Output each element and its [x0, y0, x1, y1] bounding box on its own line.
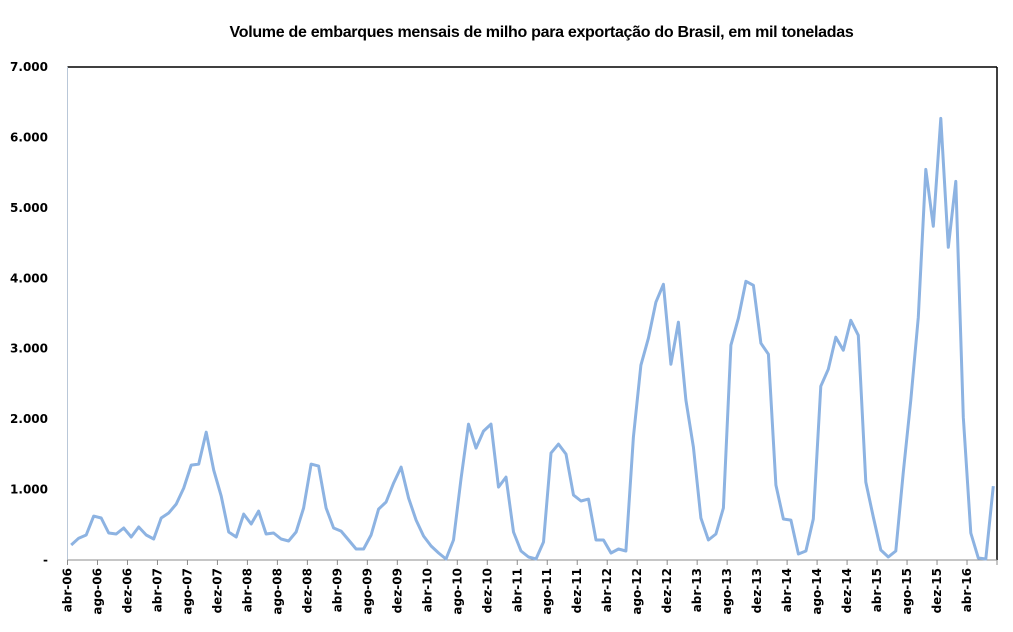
x-tick-label: ago-13 — [720, 568, 734, 615]
y-tick-label: 2.000 — [10, 412, 48, 426]
x-tick-label: ago-12 — [630, 568, 644, 615]
x-tick-label: dez-13 — [750, 568, 764, 613]
x-tick-label: abr-16 — [960, 568, 974, 612]
x-tick-label: abr-12 — [600, 568, 614, 612]
x-tick-label: dez-12 — [660, 568, 674, 613]
x-tick-label: dez-11 — [570, 568, 584, 613]
x-tick-label: ago-10 — [450, 568, 464, 615]
x-tick-label: dez-09 — [390, 568, 404, 613]
x-tick-label: ago-09 — [360, 568, 374, 615]
y-tick-label: 1.000 — [10, 483, 48, 497]
x-tick-label: abr-10 — [420, 568, 434, 612]
plot-frame — [67, 66, 998, 561]
x-tick-label: dez-07 — [210, 568, 224, 613]
x-tick-label: ago-15 — [900, 568, 914, 615]
y-tick-label: 5.000 — [10, 201, 48, 215]
x-tick-label: abr-06 — [61, 568, 75, 612]
x-tick-label: abr-15 — [870, 568, 884, 612]
x-tick-label: ago-14 — [810, 568, 824, 615]
x-tick-label: abr-11 — [510, 568, 524, 612]
x-tick-label: abr-13 — [690, 568, 704, 612]
x-axis-ticks: abr-06 ago-06 dez-06 abr-07 ago-07 dez-07 abr-… — [61, 560, 998, 615]
x-tick-label: abr-09 — [330, 568, 344, 612]
x-tick-label: dez-10 — [480, 568, 494, 613]
x-tick-label: dez-06 — [120, 568, 134, 613]
x-tick-label: ago-07 — [180, 568, 194, 615]
y-tick-label: - — [43, 553, 48, 567]
y-tick-label: 4.000 — [10, 271, 48, 285]
x-tick-label: abr-08 — [240, 568, 254, 612]
y-axis-ticks: - 1.000 2.000 3.000 4.000 5.000 6.000 7.000 — [10, 60, 48, 567]
x-tick-label: ago-08 — [270, 568, 284, 615]
y-tick-label: 3.000 — [10, 342, 48, 356]
series-line — [70, 116, 995, 561]
x-tick-label: abr-14 — [780, 568, 794, 612]
y-tick-label: 6.000 — [10, 130, 48, 144]
x-tick-label: dez-08 — [300, 568, 314, 613]
y-tick-label: 7.000 — [10, 60, 48, 74]
x-tick-label: ago-11 — [540, 568, 554, 615]
series-layer — [70, 116, 995, 561]
x-tick-label: ago-06 — [90, 568, 104, 615]
x-tick-label: dez-14 — [840, 568, 854, 613]
x-tick-label: dez-15 — [930, 568, 944, 613]
x-tick-label: abr-07 — [150, 568, 164, 612]
chart-title: Volume de embarques mensais de milho par… — [229, 24, 854, 41]
